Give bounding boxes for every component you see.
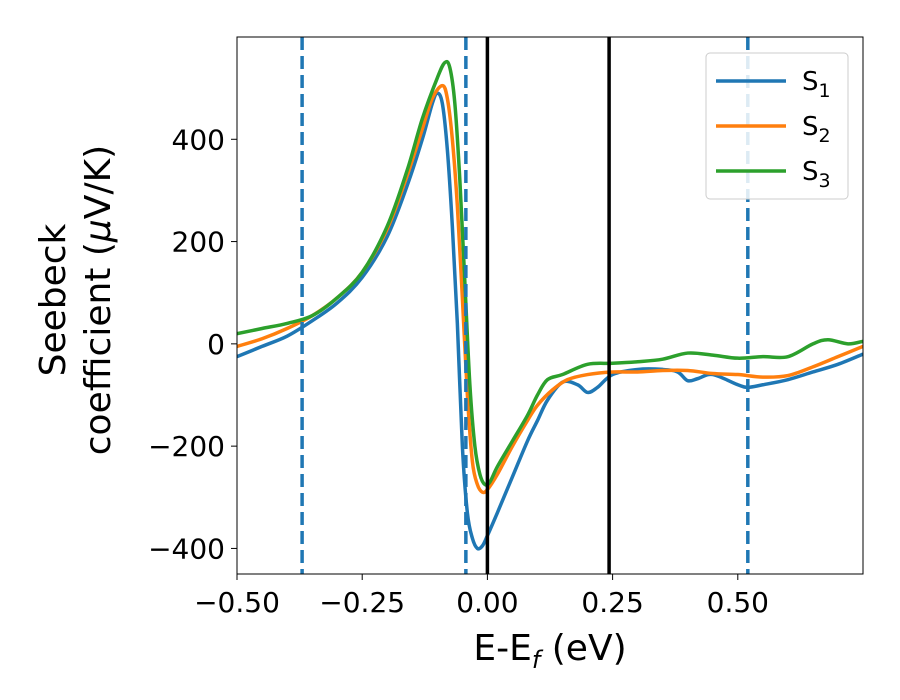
y-axis-title: Seebeck coefficient (μV/K) [33, 145, 119, 455]
x-tick-label: 0.00 [456, 586, 518, 619]
y-tick-label: −400 [148, 532, 225, 565]
x-tick-label: −0.50 [194, 586, 280, 619]
y-axis: −400 −200 0 200 400 [148, 123, 237, 565]
y-tick-label: 0 [207, 328, 225, 361]
y-tick-label: 200 [172, 226, 225, 259]
x-tick-label: 0.25 [581, 586, 643, 619]
x-axis: −0.50 −0.25 0.00 0.25 0.50 [194, 574, 769, 619]
plot-area [236, 36, 864, 575]
legend-label-3: S3 [802, 157, 831, 192]
y-tick-label: 400 [172, 123, 225, 156]
x-tick-label: 0.50 [707, 586, 769, 619]
legend-label-2: S2 [802, 112, 831, 147]
legend: S1 S2 S3 [705, 52, 849, 200]
y-tick-label: −200 [148, 430, 225, 463]
legend-label-1: S1 [802, 67, 831, 102]
x-tick-label: −0.25 [319, 586, 405, 619]
y-axis-title-line1: Seebeck [33, 223, 74, 376]
y-axis-title-line2: coefficient (μV/K) [78, 145, 119, 455]
x-axis-title: E-Ef (eV) [473, 628, 626, 674]
plot-frame [236, 36, 864, 575]
